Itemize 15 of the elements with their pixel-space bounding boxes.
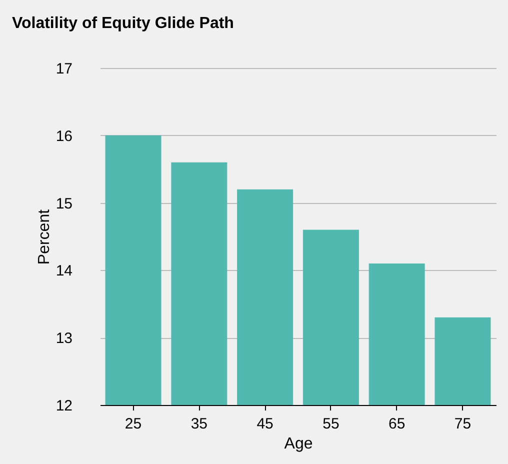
chart-title: Volatility of Equity Glide Path — [12, 15, 234, 32]
x-tick-label: 65 — [388, 416, 406, 432]
y-tick-label: 14 — [56, 262, 72, 280]
y-tick-label: 16 — [56, 128, 72, 145]
y-tick-label: 13 — [56, 330, 72, 348]
x-tick-label: 55 — [322, 416, 340, 432]
y-tick-label: 12 — [56, 398, 72, 414]
y-tick-label: 15 — [56, 195, 72, 212]
y-tick-label: 17 — [56, 60, 72, 78]
x-tick-label: 45 — [256, 416, 274, 432]
x-axis-title: Age — [284, 436, 313, 452]
x-tick-label: 75 — [454, 416, 472, 432]
x-tick-label: 25 — [124, 416, 142, 432]
x-tick-label: 35 — [190, 416, 208, 432]
y-axis-title: Percent — [36, 208, 53, 265]
